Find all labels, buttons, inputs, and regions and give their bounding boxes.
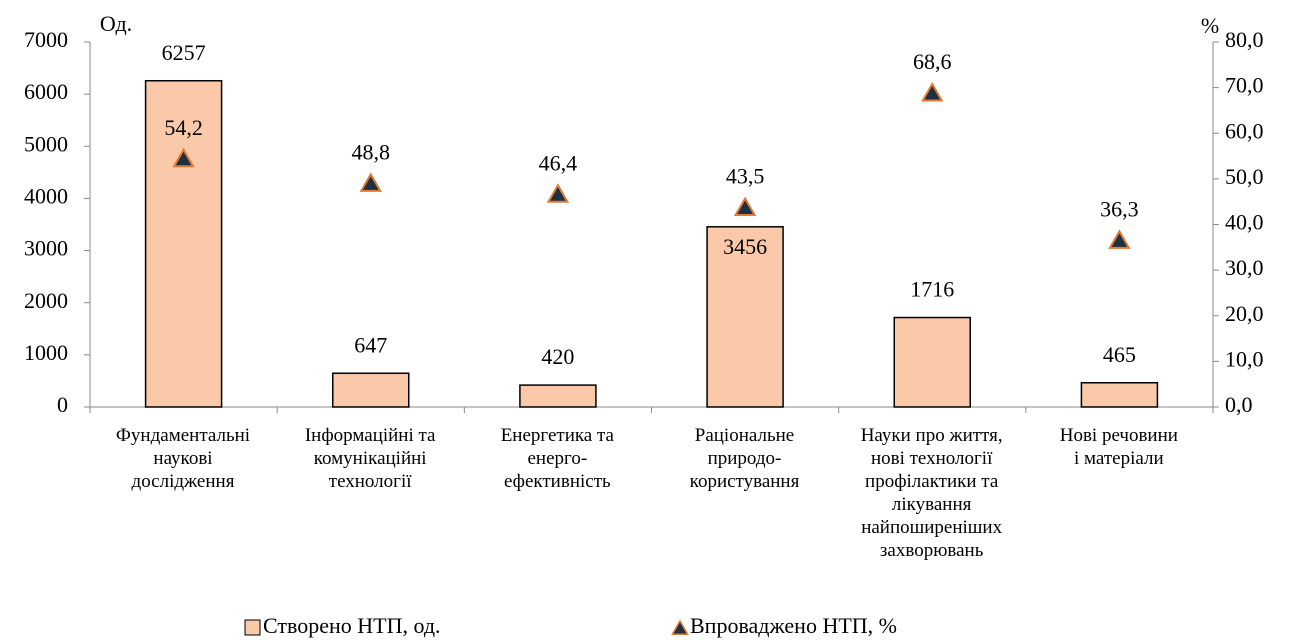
y2-axis-label: % — [1201, 13, 1219, 38]
y-tick-label: 7000 — [24, 27, 68, 52]
y-tick-label: 4000 — [24, 183, 68, 208]
x-tick-label: Нові речовини і матеріали — [1059, 425, 1178, 469]
bar-value-label: 3456 — [723, 234, 767, 259]
y-tick-label: 3000 — [24, 236, 68, 261]
y2-tick-label: 10,0 — [1225, 346, 1264, 371]
triangle-marker — [733, 196, 757, 217]
y-tick-label: 0 — [57, 392, 68, 417]
x-tick-label: Науки про життя, нові технології профіла… — [860, 425, 1003, 561]
triangle-marker — [359, 172, 382, 192]
y2-tick-label: 70,0 — [1225, 73, 1264, 98]
point-value-label: 46,4 — [539, 150, 578, 175]
bar — [1080, 382, 1159, 408]
bar-value-label: 1716 — [910, 277, 954, 302]
y-tick-label: 1000 — [24, 340, 68, 365]
point-value-label: 68,6 — [913, 49, 952, 74]
bar-value-label: 647 — [354, 332, 387, 357]
bar — [144, 79, 223, 408]
x-tick-label: Енергетика та енерго- ефективність — [500, 425, 614, 492]
legend-label: Створено НТП, од. — [263, 613, 441, 638]
y2-tick-label: 20,0 — [1225, 301, 1264, 326]
y2-tick-label: 30,0 — [1225, 255, 1264, 280]
legend-label: Впроваджено НТП, % — [690, 613, 897, 638]
bar — [706, 226, 784, 408]
triangle-marker — [546, 183, 570, 203]
bar — [893, 316, 971, 408]
bar-value-label: 420 — [541, 344, 574, 369]
triangle-marker — [172, 147, 195, 168]
point-value-label: 43,5 — [726, 164, 765, 189]
y-tick-label: 2000 — [24, 288, 68, 313]
triangle-marker — [1108, 229, 1131, 249]
y2-tick-label: 0,0 — [1225, 392, 1253, 417]
y-tick-label: 6000 — [24, 79, 68, 104]
point-value-label: 48,8 — [352, 139, 391, 164]
y-tick-label: 5000 — [24, 131, 68, 156]
y2-tick-label: 80,0 — [1225, 27, 1264, 52]
y2-tick-label: 40,0 — [1225, 210, 1264, 235]
point-value-label: 36,3 — [1100, 196, 1139, 221]
bar — [519, 384, 597, 408]
x-tick-label: Раціональне природо- користування — [689, 425, 800, 492]
legend-swatch — [244, 619, 261, 636]
triangle-marker — [921, 82, 944, 102]
y-axis-label: Од. — [100, 11, 132, 36]
point-value-label: 54,2 — [164, 115, 203, 140]
legend-swatch — [671, 619, 689, 635]
x-tick-label: Фундаментальні наукові дослідження — [115, 425, 251, 492]
bar — [332, 372, 410, 408]
bar-value-label: 6257 — [162, 40, 206, 65]
x-tick-label: Інформаційні та комунікаційні технології — [304, 425, 436, 492]
y2-tick-label: 60,0 — [1225, 118, 1264, 143]
y2-tick-label: 50,0 — [1225, 164, 1264, 189]
bar-value-label: 465 — [1103, 342, 1136, 367]
